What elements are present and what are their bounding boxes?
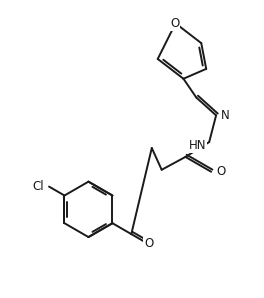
Text: O: O (170, 17, 179, 30)
Text: N: N (221, 109, 230, 122)
Text: O: O (144, 237, 153, 249)
Text: Cl: Cl (32, 180, 44, 193)
Text: O: O (216, 165, 225, 178)
Text: HN: HN (189, 139, 206, 152)
